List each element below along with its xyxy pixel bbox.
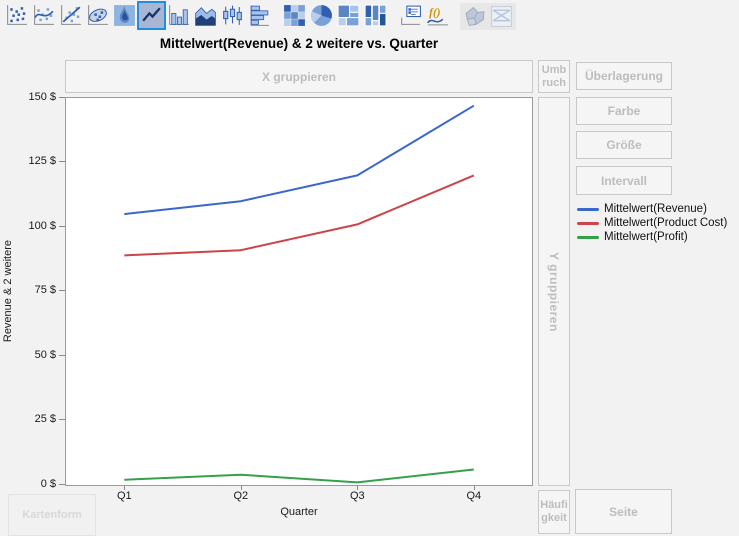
dropzone-size-label: Größe	[606, 138, 642, 152]
dropzone-page-label: Seite	[609, 504, 638, 519]
x-tick-mark	[240, 486, 242, 490]
pie-chart-icon[interactable]	[309, 3, 334, 28]
dropzone-interval-label: Intervall	[600, 173, 648, 188]
mosaic-plot-icon[interactable]	[363, 3, 388, 28]
legend-label: Mittelwert(Product Cost)	[604, 217, 728, 229]
ellipse-icon[interactable]	[85, 3, 110, 28]
points-icon[interactable]	[4, 3, 29, 28]
chart-type-toolbar: f()	[4, 1, 516, 30]
y-tick-mark	[59, 419, 65, 420]
y-tick-label: 75 $	[34, 284, 56, 296]
x-axis-title: Quarter	[280, 506, 318, 518]
legend-label: Mittelwert(Profit)	[604, 231, 688, 243]
bar-chart-icon[interactable]	[166, 3, 191, 28]
x-tick-label: Q3	[349, 490, 365, 502]
toolbar-group: f()	[398, 3, 450, 28]
y-tick-label: 25 $	[34, 413, 56, 425]
toolbar-group	[4, 1, 272, 30]
dropzone-color-label: Farbe	[607, 104, 641, 118]
series-line[interactable]	[124, 468, 474, 484]
map-shapes-icon[interactable]	[462, 4, 487, 29]
dropzone-page[interactable]: Seite	[575, 489, 672, 534]
dropzone-y-group[interactable]: Y gruppieren	[538, 97, 570, 486]
y-tick-label: 100 $	[28, 219, 56, 232]
y-tick-mark	[59, 290, 65, 291]
y-tick-label: 0 $	[40, 477, 56, 490]
dropzone-interval[interactable]: Intervall	[576, 166, 672, 195]
legend-swatch	[577, 207, 599, 211]
y-tick-label: 125 $	[28, 155, 56, 167]
dropzone-frequency[interactable]: Häufigkeit	[538, 490, 570, 534]
dropzone-color[interactable]: Farbe	[576, 97, 672, 125]
dropzone-x-group-label: X gruppieren	[261, 69, 336, 84]
dropzone-overlay[interactable]: Überlagerung	[576, 62, 672, 90]
dropzone-x-group[interactable]: X gruppieren	[65, 60, 533, 93]
x-tick-label: Q1	[116, 490, 132, 502]
chart-canvas[interactable]	[66, 98, 532, 485]
chart-title: Mittelwert(Revenue) & 2 weitere vs. Quar…	[159, 36, 439, 51]
x-tick-label: Q2	[233, 490, 249, 502]
x-tick-mark	[357, 486, 359, 490]
smoother-icon[interactable]	[31, 3, 56, 28]
y-tick-mark	[59, 225, 65, 227]
legend-swatch	[577, 235, 599, 239]
y-tick-label: 50 $	[34, 348, 56, 361]
svg-text:f(): f()	[429, 7, 441, 19]
plot-area[interactable]	[65, 97, 533, 486]
legend-item[interactable]: Mittelwert(Profit)	[577, 230, 727, 244]
area-chart-icon[interactable]	[193, 3, 218, 28]
y-tick-mark	[59, 483, 65, 485]
legend-item[interactable]: Mittelwert(Product Cost)	[577, 216, 727, 230]
histogram-icon[interactable]	[247, 3, 272, 28]
dropzone-map-shape-label: Kartenform	[22, 508, 82, 521]
dropzone-wrap-label: Umbruch	[541, 63, 567, 89]
series-line[interactable]	[124, 104, 475, 216]
x-tick-mark	[124, 486, 126, 490]
dropzone-overlay-label: Überlagerung	[584, 69, 663, 83]
contour-icon[interactable]	[112, 3, 137, 28]
heatmap-icon[interactable]	[282, 3, 307, 28]
y-tick-mark	[59, 96, 65, 98]
series-line[interactable]	[124, 174, 475, 257]
dropzone-size[interactable]: Größe	[576, 131, 672, 159]
treemap-icon[interactable]	[336, 3, 361, 28]
y-tick-mark	[59, 354, 65, 356]
y-tick-mark	[59, 161, 65, 162]
dropzone-frequency-label: Häufigkeit	[540, 499, 568, 524]
dropzone-wrap[interactable]: Umbruch	[538, 60, 570, 93]
dropzone-y-group-label: Y gruppieren	[547, 251, 561, 332]
parallel-plot-icon[interactable]	[489, 4, 514, 29]
box-plot-icon[interactable]	[220, 3, 245, 28]
toolbar-group	[460, 3, 516, 30]
legend-label: Mittelwert(Revenue)	[604, 203, 707, 215]
legend-swatch	[577, 221, 599, 225]
legend-item[interactable]: Mittelwert(Revenue)	[577, 202, 727, 216]
formula-icon[interactable]: f()	[425, 3, 450, 28]
legend: Mittelwert(Revenue) Mittelwert(Product Co…	[577, 202, 727, 244]
line-of-fit-icon[interactable]	[58, 3, 83, 28]
line-chart-icon[interactable]	[137, 1, 166, 30]
x-tick-label: Q4	[466, 490, 482, 502]
caption-box-icon[interactable]	[398, 3, 423, 28]
y-tick-label: 150 $	[28, 90, 56, 103]
toolbar-group	[282, 3, 388, 28]
x-tick-mark	[473, 486, 475, 490]
